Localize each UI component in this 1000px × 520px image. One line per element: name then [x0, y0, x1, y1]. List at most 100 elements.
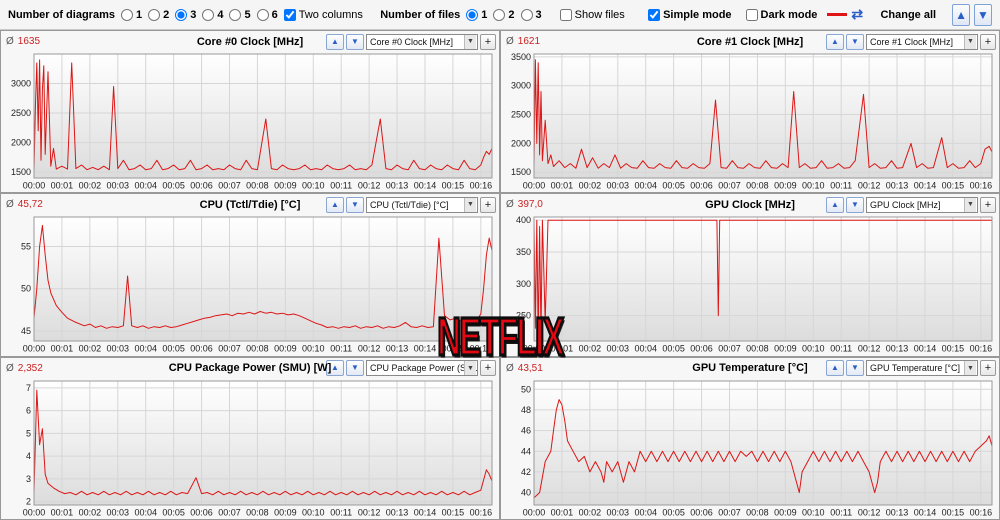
svg-text:00:16: 00:16 — [470, 507, 493, 517]
refresh-icon[interactable]: ⇄ — [851, 6, 864, 22]
metric-select[interactable]: Core #0 Clock [MHz] ▼ — [366, 33, 478, 50]
diagrams-radio-2[interactable]: 2 — [148, 8, 169, 21]
diagrams-radio-3[interactable]: 3 — [175, 8, 196, 21]
up-arrow-icon: ▲ — [955, 7, 967, 22]
metric-down-button[interactable]: ▼ — [346, 33, 364, 50]
show-files-checkbox[interactable]: Show files — [559, 8, 625, 21]
svg-text:00:04: 00:04 — [634, 507, 657, 517]
down-arrow-icon: ▼ — [851, 36, 859, 46]
svg-text:3000: 3000 — [11, 79, 31, 89]
svg-text:00:10: 00:10 — [302, 181, 325, 191]
files-radio-1-input[interactable] — [466, 8, 479, 21]
svg-text:00:01: 00:01 — [51, 181, 74, 191]
metric-select[interactable]: Core #1 Clock [MHz] ▼ — [866, 33, 978, 50]
two-columns-checkbox-input[interactable] — [283, 8, 296, 21]
average-value: 397,0 — [517, 199, 543, 211]
add-diagram-button[interactable]: + — [480, 33, 496, 50]
metric-select[interactable]: GPU Clock [MHz] ▼ — [866, 196, 978, 213]
svg-text:00:04: 00:04 — [134, 181, 157, 191]
svg-text:3000: 3000 — [511, 81, 531, 91]
svg-text:00:07: 00:07 — [718, 507, 741, 517]
svg-text:00:06: 00:06 — [190, 181, 213, 191]
svg-text:00:03: 00:03 — [107, 507, 130, 517]
add-diagram-button[interactable]: + — [980, 33, 996, 50]
svg-text:400: 400 — [516, 216, 531, 226]
diagrams-radio-6[interactable]: 6 — [256, 8, 278, 21]
diagrams-radio-5[interactable]: 5 — [229, 8, 251, 21]
metric-up-button[interactable]: ▲ — [326, 196, 344, 213]
svg-text:5: 5 — [26, 428, 31, 438]
metric-down-button[interactable]: ▼ — [846, 196, 864, 213]
svg-text:00:08: 00:08 — [746, 507, 769, 517]
metric-up-button[interactable]: ▲ — [826, 360, 844, 377]
svg-text:44: 44 — [521, 446, 531, 456]
metric-up-button[interactable]: ▲ — [326, 360, 344, 377]
chart-plot-area[interactable]: 00:00 00:01 00:02 00:03 00:04 00:05 00:06 00:07… — [502, 51, 998, 191]
chart-plot-area[interactable]: 00:00 00:01 00:02 00:03 00:04 00:05 00:06 00:07… — [2, 214, 498, 354]
metric-select[interactable]: CPU Package Power (SMU) [W]▼ — [366, 360, 478, 377]
metric-select[interactable]: GPU Temperature [°C] ▼ — [866, 360, 978, 377]
svg-text:00:04: 00:04 — [134, 344, 157, 354]
diagrams-radio-4-input[interactable] — [202, 8, 215, 21]
svg-text:00:03: 00:03 — [607, 181, 630, 191]
svg-text:00:05: 00:05 — [662, 344, 685, 354]
svg-text:00:05: 00:05 — [162, 507, 185, 517]
svg-text:00:14: 00:14 — [914, 344, 937, 354]
add-diagram-button[interactable]: + — [480, 360, 496, 377]
svg-text:46: 46 — [521, 425, 531, 435]
diagrams-radio-6-input[interactable] — [256, 8, 269, 21]
files-radio-1[interactable]: 1 — [466, 8, 487, 21]
average-symbol: Ø — [506, 36, 514, 47]
diagrams-radio-1-input[interactable] — [120, 8, 133, 21]
svg-text:00:08: 00:08 — [746, 344, 769, 354]
svg-text:00:09: 00:09 — [774, 181, 797, 191]
diagrams-radio-2-input[interactable] — [148, 8, 161, 21]
chart-plot-area[interactable]: 00:00 00:01 00:02 00:03 00:04 00:05 00:06 00:07… — [502, 214, 998, 354]
metric-up-button[interactable]: ▲ — [826, 33, 844, 50]
line-style-legend[interactable]: ⇄ — [827, 6, 863, 23]
svg-text:00:13: 00:13 — [386, 344, 409, 354]
add-diagram-button[interactable]: + — [980, 360, 996, 377]
two-columns-checkbox[interactable]: Two columns — [283, 8, 363, 21]
simple-mode-checkbox-input[interactable] — [648, 8, 661, 21]
change-all-up-button[interactable]: ▲ — [952, 3, 971, 26]
diagrams-radio-4[interactable]: 4 — [202, 8, 223, 21]
svg-text:00:02: 00:02 — [579, 181, 602, 191]
metric-down-button[interactable]: ▼ — [846, 33, 864, 50]
add-diagram-button[interactable]: + — [980, 196, 996, 213]
diagrams-radio-3-input[interactable] — [175, 8, 188, 21]
chevron-down-icon: ▼ — [964, 361, 976, 376]
chart-plot-area[interactable]: 00:00 00:01 00:02 00:03 00:04 00:05 00:06 00:07… — [2, 378, 498, 518]
chart-title: Core #0 Clock [MHz] — [196, 35, 304, 48]
show-files-checkbox-input[interactable] — [559, 8, 572, 21]
svg-text:00:08: 00:08 — [246, 507, 269, 517]
metric-up-button[interactable]: ▲ — [326, 33, 344, 50]
chart-plot-area[interactable]: 00:00 00:01 00:02 00:03 00:04 00:05 00:06 00:07… — [2, 51, 498, 191]
chart-plot-area[interactable]: 00:00 00:01 00:02 00:03 00:04 00:05 00:06 00:07… — [502, 378, 998, 518]
diagrams-radio-5-input[interactable] — [229, 8, 242, 21]
change-all-down-button[interactable]: ▼ — [974, 3, 992, 26]
svg-text:00:00: 00:00 — [523, 181, 546, 191]
svg-text:00:09: 00:09 — [774, 344, 797, 354]
chart-header: Ø 2,352 CPU Package Power (SMU) [W] ▲ ▼ … — [1, 358, 499, 378]
metric-down-button[interactable]: ▼ — [346, 360, 364, 377]
files-radio-3-input[interactable] — [520, 8, 533, 21]
metric-down-button[interactable]: ▼ — [846, 360, 864, 377]
svg-text:00:11: 00:11 — [330, 507, 352, 517]
add-diagram-button[interactable]: + — [480, 196, 496, 213]
diagrams-radio-1[interactable]: 1 — [120, 8, 142, 21]
files-radio-3[interactable]: 3 — [520, 8, 542, 21]
svg-text:00:00: 00:00 — [523, 344, 546, 354]
dark-mode-checkbox[interactable]: Dark mode — [745, 8, 817, 21]
average-value: 1621 — [517, 36, 541, 47]
svg-text:1500: 1500 — [11, 167, 31, 177]
files-radio-2[interactable]: 2 — [493, 8, 515, 21]
chart-title: Core #1 Clock [MHz] — [696, 35, 804, 48]
metric-down-button[interactable]: ▼ — [346, 196, 364, 213]
files-radio-2-input[interactable] — [493, 8, 506, 21]
metric-up-button[interactable]: ▲ — [826, 196, 844, 213]
simple-mode-checkbox[interactable]: Simple mode — [648, 8, 732, 21]
svg-text:00:06: 00:06 — [690, 507, 713, 517]
metric-select[interactable]: CPU (Tctl/Tdie) [°C] ▼ — [366, 196, 478, 213]
dark-mode-checkbox-input[interactable] — [745, 8, 758, 21]
